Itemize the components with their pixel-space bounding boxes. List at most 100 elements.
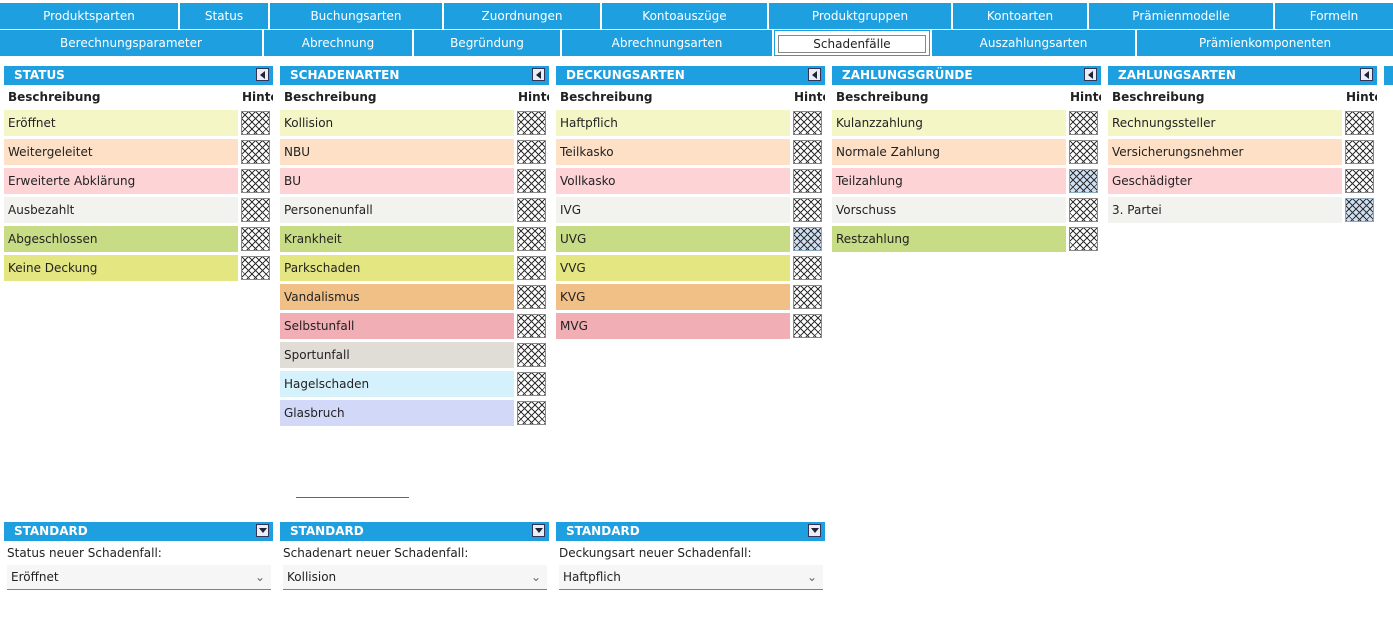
expand-button[interactable] (256, 524, 269, 537)
background-pattern[interactable] (241, 169, 270, 193)
row-description[interactable]: Rechnungssteller (1108, 110, 1342, 136)
background-pattern[interactable] (241, 140, 270, 164)
background-pattern[interactable] (1345, 169, 1374, 193)
background-pattern[interactable] (517, 285, 546, 309)
background-pattern[interactable] (1345, 140, 1374, 164)
row-description[interactable]: Haftpflich (556, 110, 790, 136)
dropdown[interactable]: Eröffnet ⌄ (7, 565, 271, 590)
background-pattern[interactable] (1069, 169, 1098, 193)
row-description[interactable]: KVG (556, 284, 790, 310)
tab[interactable]: Kontoarten (953, 3, 1087, 29)
row-description[interactable]: Eröffnet (4, 110, 238, 136)
background-pattern[interactable] (241, 111, 270, 135)
row-description[interactable]: VVG (556, 255, 790, 281)
background-pattern[interactable] (793, 198, 822, 222)
row-description[interactable]: Vollkasko (556, 168, 790, 194)
background-pattern[interactable] (1069, 227, 1098, 251)
background-pattern[interactable] (517, 372, 546, 396)
row-description[interactable]: Ausbezahlt (4, 197, 238, 223)
collapse-button[interactable] (532, 68, 545, 81)
background-pattern[interactable] (517, 343, 546, 367)
collapse-button[interactable] (1360, 68, 1373, 81)
background-pattern[interactable] (517, 140, 546, 164)
background-pattern[interactable] (793, 227, 822, 251)
background-pattern[interactable] (517, 111, 546, 135)
row-description[interactable]: Vorschuss (832, 197, 1066, 223)
tab[interactable]: Prämienmodelle (1089, 3, 1273, 29)
row-description[interactable]: Vandalismus (280, 284, 514, 310)
background-pattern[interactable] (793, 314, 822, 338)
tab[interactable]: Abrechnung (264, 30, 412, 56)
tab[interactable]: Formeln (1275, 3, 1393, 29)
expand-button[interactable] (808, 524, 821, 537)
row-description[interactable]: Parkschaden (280, 255, 514, 281)
tab[interactable]: Produktsparten (0, 3, 178, 29)
tab[interactable]: Prämienkomponenten (1137, 30, 1393, 56)
background-pattern[interactable] (517, 198, 546, 222)
background-pattern[interactable] (793, 285, 822, 309)
row-description[interactable]: BU (280, 168, 514, 194)
background-pattern[interactable] (517, 256, 546, 280)
background-pattern[interactable] (517, 314, 546, 338)
row-description[interactable]: Abgeschlossen (4, 226, 238, 252)
row-description[interactable]: Normale Zahlung (832, 139, 1066, 165)
row-description[interactable]: NBU (280, 139, 514, 165)
row-description[interactable]: Glasbruch (280, 400, 514, 426)
tab[interactable]: Begründung (414, 30, 560, 56)
background-pattern[interactable] (1069, 111, 1098, 135)
background-pattern[interactable] (241, 227, 270, 251)
row-description[interactable]: UVG (556, 226, 790, 252)
tab-selected[interactable]: Schadenfälle (774, 30, 930, 56)
row-description[interactable]: MVG (556, 313, 790, 339)
dropdown[interactable]: Kollision ⌄ (283, 565, 547, 590)
row-description[interactable]: Geschädigter (1108, 168, 1342, 194)
tab[interactable]: Buchungsarten (270, 3, 442, 29)
tab[interactable]: Produktgruppen (769, 3, 951, 29)
column-header: Hinte (794, 90, 825, 104)
background-pattern[interactable] (517, 169, 546, 193)
row-description[interactable]: Teilkasko (556, 139, 790, 165)
tab[interactable]: Auszahlungsarten (932, 30, 1135, 56)
background-pattern[interactable] (793, 169, 822, 193)
collapse-button[interactable] (1084, 68, 1097, 81)
background-pattern[interactable] (793, 111, 822, 135)
collapse-button[interactable] (256, 68, 269, 81)
background-pattern[interactable] (517, 401, 546, 425)
row-description[interactable]: Hagelschaden (280, 371, 514, 397)
background-pattern[interactable] (1345, 111, 1374, 135)
tab[interactable]: Berechnungsparameter (0, 30, 262, 56)
tab[interactable]: Zuordnungen (444, 3, 600, 29)
background-pattern[interactable] (1345, 198, 1374, 222)
dropdown[interactable]: Haftpflich ⌄ (559, 565, 823, 590)
divider (296, 497, 409, 498)
row-description[interactable]: 3. Partei (1108, 197, 1342, 223)
tab[interactable]: Kontoauszüge (602, 3, 767, 29)
row-description[interactable]: Krankheit (280, 226, 514, 252)
background-pattern[interactable] (241, 198, 270, 222)
background-pattern[interactable] (793, 256, 822, 280)
tab[interactable]: Status (180, 3, 268, 29)
background-pattern[interactable] (241, 256, 270, 280)
row-description[interactable]: Weitergeleitet (4, 139, 238, 165)
row-description[interactable]: Personenunfall (280, 197, 514, 223)
row-description[interactable]: Teilzahlung (832, 168, 1066, 194)
row-description[interactable]: Kulanzzahlung (832, 110, 1066, 136)
background-pattern[interactable] (1069, 140, 1098, 164)
row-description[interactable]: IVG (556, 197, 790, 223)
row-description[interactable]: Selbstunfall (280, 313, 514, 339)
background-pattern[interactable] (517, 227, 546, 251)
row-description[interactable]: Sportunfall (280, 342, 514, 368)
tab[interactable]: Abrechnungsarten (562, 30, 772, 56)
expand-button[interactable] (532, 524, 545, 537)
row-description[interactable]: Kollision (280, 110, 514, 136)
row-description[interactable]: Keine Deckung (4, 255, 238, 281)
row-description[interactable]: Restzahlung (832, 226, 1066, 252)
row-description[interactable]: Versicherungsnehmer (1108, 139, 1342, 165)
background-pattern[interactable] (793, 140, 822, 164)
collapse-button[interactable] (808, 68, 821, 81)
background-pattern[interactable] (1069, 198, 1098, 222)
row-description[interactable]: Erweiterte Abklärung (4, 168, 238, 194)
field-label: Schadenart neuer Schadenfall: (283, 546, 469, 560)
column-header: Hinter (518, 90, 549, 104)
